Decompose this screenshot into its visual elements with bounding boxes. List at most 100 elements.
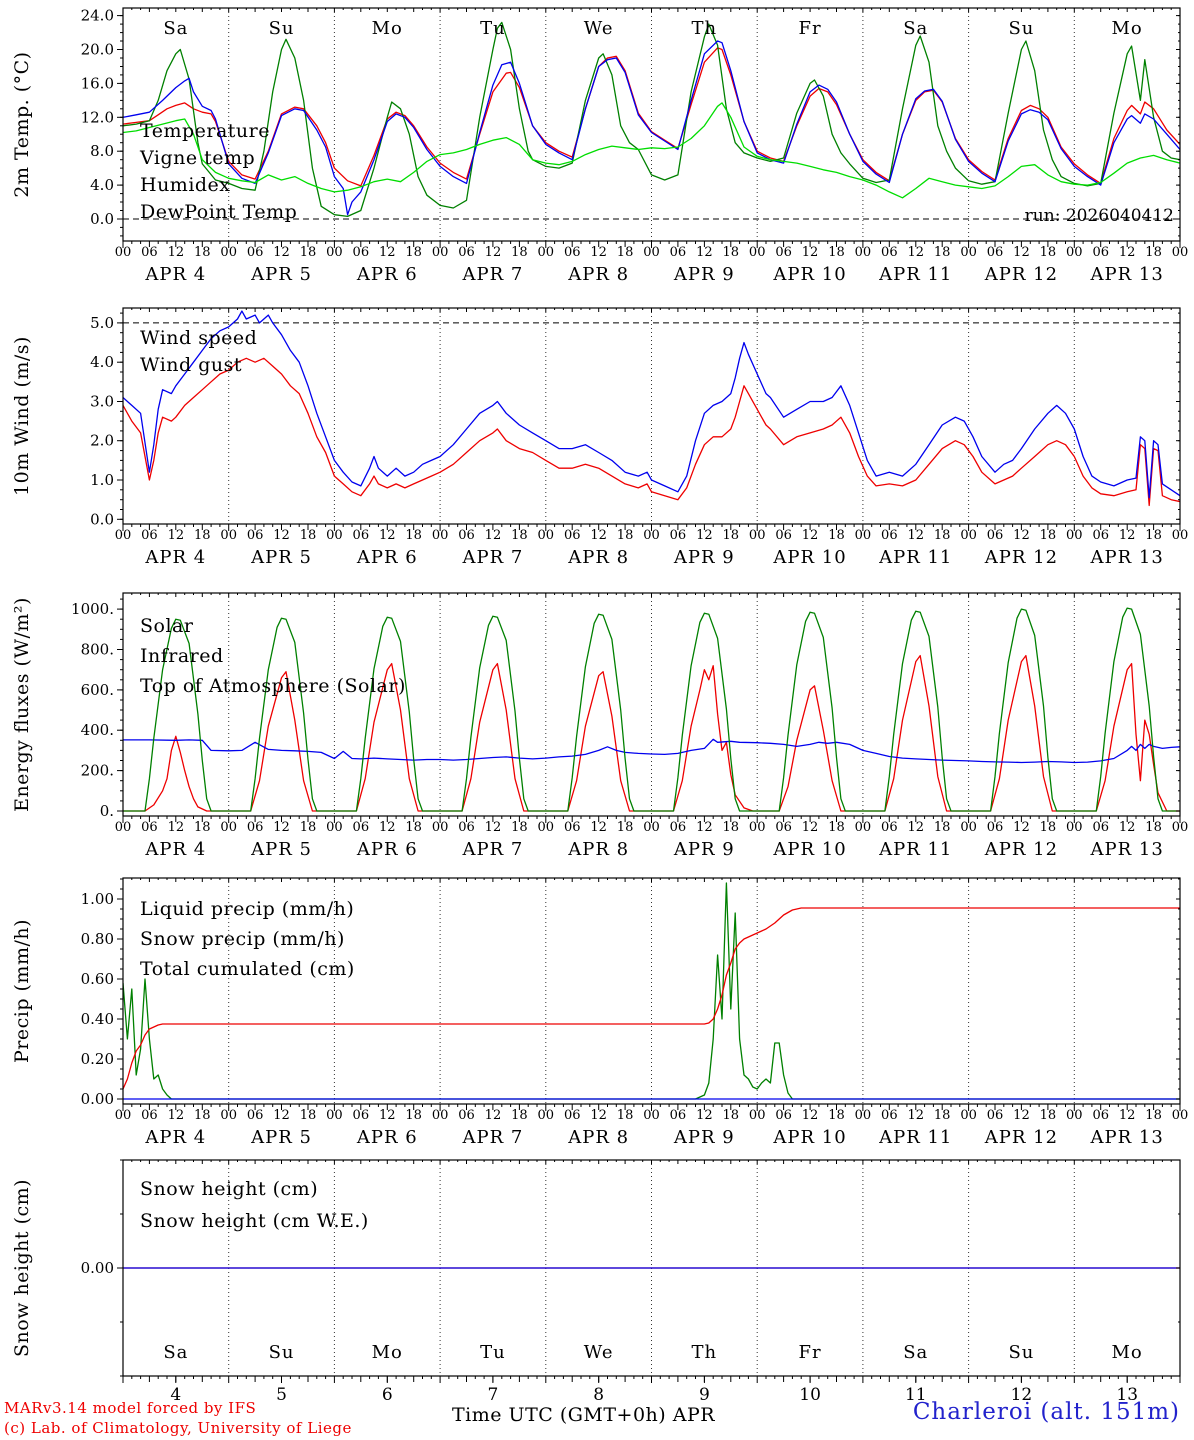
svg-text:00: 00 (749, 528, 766, 543)
station-label: Charleroi (alt. 151m) (912, 1399, 1180, 1425)
svg-text:12: 12 (802, 528, 819, 543)
svg-text:00: 00 (220, 245, 237, 260)
line-dewpoint-temp (123, 102, 1180, 199)
svg-text:800.: 800. (81, 641, 114, 659)
svg-text:18: 18 (300, 1108, 317, 1123)
svg-text:APR 11: APR 11 (878, 839, 952, 860)
svg-text:00: 00 (432, 1108, 449, 1123)
svg-text:24.0: 24.0 (81, 7, 114, 25)
svg-text:00: 00 (855, 528, 872, 543)
svg-text:12: 12 (273, 1108, 290, 1123)
svg-text:06: 06 (247, 820, 264, 835)
panel-energy: 0. 200. 400. 600. 800. 1000. 00 06 12 18 00 06 12 18 0… (11, 592, 1189, 860)
svg-text:APR 12: APR 12 (984, 1127, 1058, 1148)
svg-text:00: 00 (538, 528, 555, 543)
svg-text:06: 06 (458, 528, 475, 543)
svg-text:12: 12 (485, 1108, 502, 1123)
svg-text:4.0: 4.0 (90, 353, 114, 371)
svg-text:12: 12 (379, 1108, 396, 1123)
svg-text:18: 18 (511, 245, 528, 260)
svg-text:18: 18 (934, 245, 951, 260)
svg-text:06: 06 (247, 528, 264, 543)
svg-text:Fr: Fr (799, 18, 822, 39)
svg-text:16.0: 16.0 (81, 74, 114, 92)
svg-text:00: 00 (1066, 245, 1083, 260)
svg-text:18: 18 (405, 1108, 422, 1123)
svg-text:06: 06 (458, 820, 475, 835)
svg-text:12: 12 (590, 820, 607, 835)
svg-text:12: 12 (379, 528, 396, 543)
y-ticks (117, 598, 1180, 812)
x-ticks (122, 308, 1181, 531)
svg-text:12: 12 (485, 245, 502, 260)
svg-text:18: 18 (511, 820, 528, 835)
series-group (123, 882, 1180, 1100)
svg-text:12: 12 (590, 1108, 607, 1123)
svg-text:18: 18 (934, 528, 951, 543)
svg-text:Sa: Sa (903, 18, 928, 39)
svg-text:12: 12 (696, 820, 713, 835)
svg-text:Mo: Mo (372, 1342, 403, 1363)
svg-text:12: 12 (1119, 245, 1136, 260)
run-label: run: 2026040412 (1025, 206, 1174, 226)
svg-text:1.0: 1.0 (90, 471, 114, 489)
svg-text:APR 10: APR 10 (772, 264, 846, 285)
svg-text:APR 9: APR 9 (673, 1127, 735, 1148)
svg-text:00: 00 (1172, 245, 1189, 260)
svg-text:APR 13: APR 13 (1090, 547, 1164, 568)
svg-text:18: 18 (405, 245, 422, 260)
svg-text:18: 18 (194, 1108, 211, 1123)
svg-text:APR 4: APR 4 (144, 839, 206, 860)
svg-text:8.0: 8.0 (90, 142, 114, 160)
svg-text:Top of Atmosphere (Solar): Top of Atmosphere (Solar) (140, 675, 406, 697)
svg-text:06: 06 (564, 528, 581, 543)
svg-text:12: 12 (1011, 1385, 1033, 1405)
footer-model-credit: MARv3.14 model forced by IFS (c) Lab. of… (4, 1398, 352, 1438)
svg-text:00: 00 (643, 820, 660, 835)
svg-text:APR 8: APR 8 (567, 264, 629, 285)
svg-text:00: 00 (1172, 528, 1189, 543)
svg-text:12: 12 (485, 820, 502, 835)
svg-text:12: 12 (273, 245, 290, 260)
svg-text:18: 18 (617, 820, 634, 835)
svg-text:00: 00 (1066, 820, 1083, 835)
svg-text:APR 11: APR 11 (878, 264, 952, 285)
svg-text:Infrared: Infrared (140, 645, 224, 667)
svg-text:Total cumulated (cm): Total cumulated (cm) (140, 958, 355, 980)
svg-text:Solar: Solar (140, 615, 194, 637)
svg-text:We: We (584, 18, 614, 39)
svg-text:06: 06 (987, 1108, 1004, 1123)
svg-text:00: 00 (432, 820, 449, 835)
svg-text:06: 06 (141, 820, 158, 835)
svg-text:Snow height (cm W.E.): Snow height (cm W.E.) (140, 1210, 369, 1232)
svg-text:18: 18 (1145, 528, 1162, 543)
svg-text:00: 00 (326, 528, 343, 543)
svg-text:Tu: Tu (480, 1342, 506, 1363)
svg-text:00: 00 (432, 245, 449, 260)
svg-text:18: 18 (1040, 1108, 1057, 1123)
svg-text:APR 6: APR 6 (356, 547, 418, 568)
svg-text:12: 12 (1119, 820, 1136, 835)
svg-text:APR 8: APR 8 (567, 839, 629, 860)
svg-text:18: 18 (1040, 820, 1057, 835)
svg-text:00: 00 (432, 528, 449, 543)
svg-text:Mo: Mo (1112, 1342, 1143, 1363)
svg-text:Sa: Sa (163, 1342, 188, 1363)
svg-text:12: 12 (379, 245, 396, 260)
svg-text:APR 10: APR 10 (772, 839, 846, 860)
svg-text:8: 8 (593, 1385, 604, 1405)
svg-text:00: 00 (1066, 1108, 1083, 1123)
svg-text:2.0: 2.0 (90, 432, 114, 450)
svg-text:06: 06 (775, 820, 792, 835)
svg-text:06: 06 (353, 820, 370, 835)
svg-text:0.40: 0.40 (81, 1010, 114, 1028)
svg-text:Mo: Mo (372, 18, 403, 39)
svg-text:18: 18 (934, 820, 951, 835)
svg-text:12.0: 12.0 (81, 108, 114, 126)
svg-text:00: 00 (538, 1108, 555, 1123)
y-axis-title: Snow height (cm) (11, 1179, 33, 1357)
svg-text:Wind gust: Wind gust (140, 354, 242, 376)
svg-text:0.20: 0.20 (81, 1050, 114, 1068)
svg-text:400.: 400. (81, 721, 114, 739)
svg-text:00: 00 (1172, 820, 1189, 835)
